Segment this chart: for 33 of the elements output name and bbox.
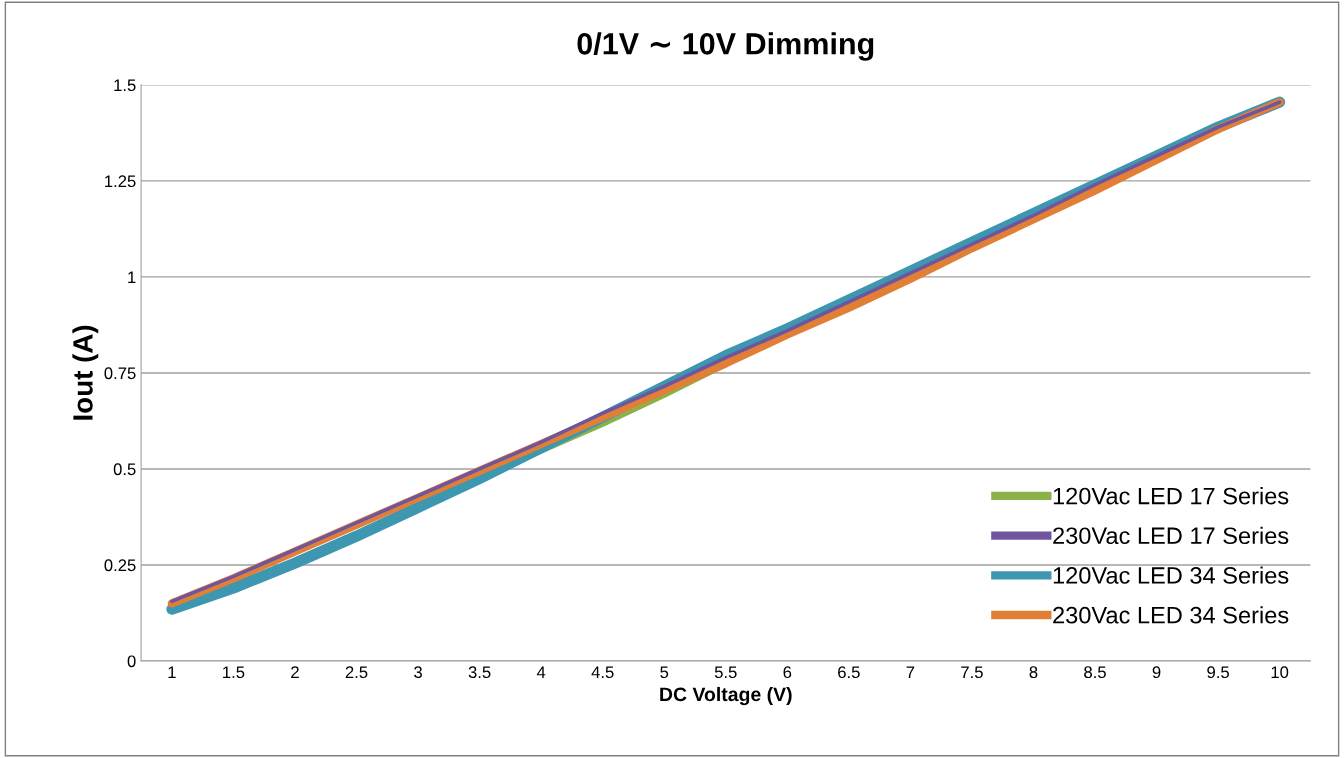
x-tick-label: 1.5 [223, 666, 245, 679]
y-tick-label: 1.25 [105, 175, 136, 188]
x-tick-label: 8 [1029, 666, 1038, 679]
x-tick-label: 3 [414, 666, 422, 679]
x-tick-label: 6.5 [838, 666, 860, 679]
chart-title: 0/1V ∼ 10V Dimming [577, 32, 874, 61]
x-tick-label: 10 [1271, 666, 1289, 679]
x-tick-label: 3.5 [468, 666, 491, 679]
x-axis-title: DC Voltage (V) [660, 686, 792, 706]
y-tick-label: 1.5 [114, 79, 136, 92]
x-tick-label: 2.5 [345, 666, 368, 679]
y-tick-label: 0 [127, 655, 136, 668]
y-tick-label: 1 [128, 271, 136, 283]
x-tick-label: 5.5 [714, 666, 737, 679]
x-tick-label: 2 [291, 666, 299, 678]
x-tick-label: 9 [1152, 666, 1161, 679]
x-tick-label: 9.5 [1207, 666, 1229, 679]
legend-label: 120Vac LED 17 Series [1053, 487, 1289, 505]
y-tick-label: 0.25 [104, 559, 136, 572]
x-tick-label: 1 [168, 666, 176, 678]
x-tick-label: 4.5 [591, 666, 614, 679]
legend-label: 120Vac LED 34 Series [1053, 566, 1289, 584]
x-tick-label: 6 [783, 666, 792, 679]
x-tick-label: 4 [536, 666, 546, 678]
legend-label: 230Vac LED 17 Series [1053, 526, 1289, 545]
y-axis-title: Iout (A) [72, 325, 99, 420]
x-tick-label: 8.5 [1084, 666, 1106, 679]
y-tick-label: 0.5 [113, 463, 136, 476]
y-tick-label: 0.75 [104, 367, 136, 380]
x-tick-label: 7.5 [961, 666, 983, 679]
x-tick-label: 5 [660, 666, 669, 679]
x-tick-label: 7 [906, 666, 915, 678]
legend-label: 230Vac LED 34 Series [1053, 606, 1289, 624]
